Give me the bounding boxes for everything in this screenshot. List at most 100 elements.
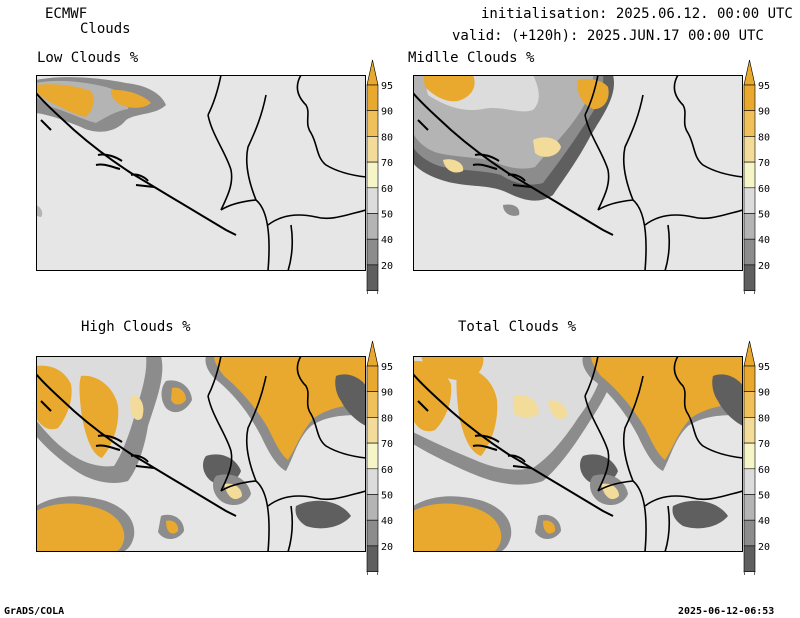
coastline xyxy=(40,400,52,412)
map-lines xyxy=(413,75,743,271)
colorbar-arrow-top xyxy=(366,340,379,367)
border-line xyxy=(584,75,599,116)
border-line xyxy=(287,505,294,552)
colorbar-label: 95 xyxy=(758,81,770,92)
cloud-area xyxy=(214,356,366,460)
cloud-area xyxy=(335,374,366,426)
border-line xyxy=(255,480,270,552)
colorbar-arrow-top xyxy=(366,59,379,86)
cloud-area xyxy=(591,356,743,460)
border-line xyxy=(220,199,257,211)
border-line xyxy=(207,356,222,397)
cloud-area xyxy=(533,137,561,157)
border-line xyxy=(632,199,647,271)
colorbar-segment xyxy=(743,494,756,521)
map-panel-middle xyxy=(413,75,743,271)
colorbar-label: 40 xyxy=(758,516,770,527)
coastline xyxy=(417,119,429,131)
map-frame xyxy=(36,75,366,271)
colorbar-segment xyxy=(366,213,379,240)
border-line xyxy=(584,356,599,397)
border-line xyxy=(664,505,671,552)
cloud-area xyxy=(413,360,452,432)
coastline xyxy=(417,400,429,412)
cloud-area xyxy=(513,394,539,418)
colorbar-segment xyxy=(743,545,756,572)
border-line xyxy=(664,224,671,271)
init-time: initialisation: 2025.06.12. 00:00 UTC xyxy=(481,6,793,22)
colorbar-segment xyxy=(743,365,756,393)
border-line xyxy=(584,395,610,492)
cloud-area xyxy=(295,500,351,529)
map-frame xyxy=(413,75,743,271)
colorbar-segment xyxy=(366,187,379,214)
footer-timestamp: 2025-06-12-06:53 xyxy=(678,606,775,617)
colorbar-segment xyxy=(743,136,756,163)
colorbar-low: 95 90 80 70 60 50 40 20 xyxy=(366,59,393,294)
border-line xyxy=(673,75,743,178)
coastline xyxy=(507,173,526,182)
colorbar-segment xyxy=(743,391,756,418)
colorbar-label: 90 xyxy=(381,107,393,118)
map-lines xyxy=(36,75,366,271)
colorbar-segment xyxy=(743,238,756,266)
colorbar-middle: 95 90 80 70 60 50 40 20 xyxy=(743,59,770,294)
colorbar-label: 40 xyxy=(381,235,393,246)
colorbar-label: 60 xyxy=(381,465,393,476)
coastline xyxy=(474,153,500,162)
border-line xyxy=(287,224,294,271)
cloud-area xyxy=(672,500,728,529)
colorbar-segment xyxy=(366,264,379,291)
colorbar-segment xyxy=(366,161,379,189)
border-line xyxy=(245,94,267,201)
colorbar-segment xyxy=(366,391,379,418)
border-line xyxy=(207,75,222,116)
coastline xyxy=(130,173,149,182)
coastline xyxy=(36,92,237,236)
colorbar-label: 50 xyxy=(758,491,770,502)
colorbar-label: 20 xyxy=(381,261,393,272)
product-label: Clouds xyxy=(80,21,131,37)
cloud-area xyxy=(548,400,568,420)
map-lines xyxy=(413,356,743,552)
colorbar-label: 50 xyxy=(381,491,393,502)
coastline xyxy=(95,163,121,170)
map-panel-low xyxy=(36,75,366,271)
colorbar-label: 80 xyxy=(758,132,770,143)
colorbar-segment xyxy=(366,110,379,137)
cloud-area xyxy=(503,204,520,216)
coastline xyxy=(95,444,121,451)
cloud-area xyxy=(171,387,186,405)
colorbar-label: 95 xyxy=(381,362,393,373)
cloud-area xyxy=(413,503,502,552)
colorbar-label: 20 xyxy=(381,542,393,553)
coastline xyxy=(135,184,155,188)
colorbar-segment xyxy=(743,110,756,137)
colorbar-segment xyxy=(743,519,756,547)
cloud-area xyxy=(110,89,151,108)
colorbar-segment xyxy=(743,417,756,444)
border-line xyxy=(622,375,644,482)
colorbar-label: 50 xyxy=(381,210,393,221)
colorbar-segment xyxy=(366,136,379,163)
cloud-area xyxy=(166,520,179,534)
map-lines xyxy=(36,356,366,552)
cloud-area xyxy=(423,75,475,102)
footer-credit: GrADS/COLA xyxy=(4,606,65,617)
border-line xyxy=(267,490,366,507)
colorbar-segment xyxy=(743,84,756,112)
colorbar-arrow-bottom xyxy=(743,571,756,575)
colorbar-segment xyxy=(366,545,379,572)
valid-time: valid: (+120h): 2025.JUN.17 00:00 UTC xyxy=(452,28,764,44)
cloud-area xyxy=(36,205,43,217)
coastline xyxy=(474,434,500,443)
cloud-area xyxy=(36,365,72,430)
border-line xyxy=(644,209,743,226)
colorbar-arrow-bottom xyxy=(366,571,379,575)
coastline xyxy=(413,373,614,517)
colorbar-arrow-top xyxy=(743,59,756,86)
cloud-area xyxy=(421,356,484,381)
colorbar-high: 95 90 80 70 60 50 40 20 xyxy=(366,340,393,575)
colorbar-label: 60 xyxy=(381,184,393,195)
colorbar-label: 40 xyxy=(381,516,393,527)
